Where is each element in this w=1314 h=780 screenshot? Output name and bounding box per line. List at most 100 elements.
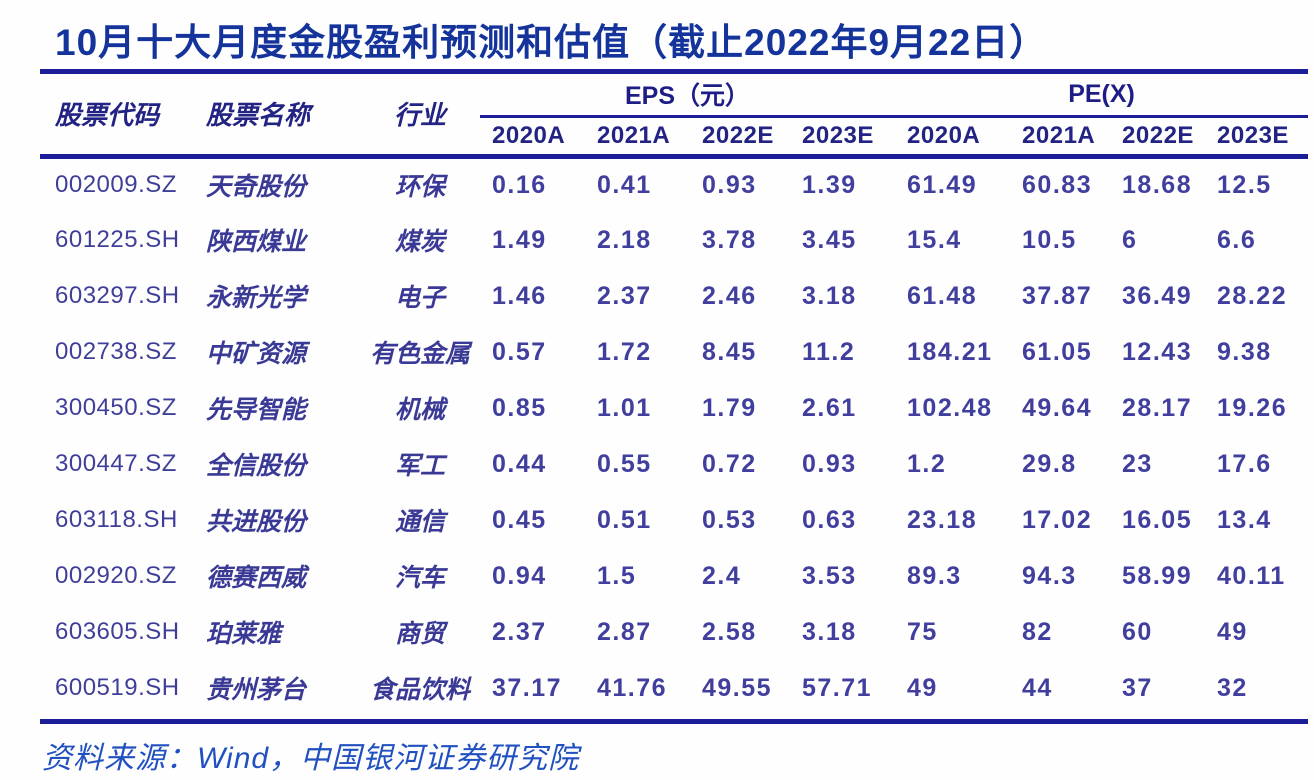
cell-eps-2021a: 0.51 (597, 505, 652, 534)
col-header-pe-2023e: 2023E (1205, 116, 1309, 159)
cell-industry: 军工 (394, 453, 445, 480)
cell-stock-code: 002920.SZ (55, 562, 177, 589)
cell-pe-2022e: 23 (1122, 449, 1153, 478)
cell-eps-2021a: 0.41 (597, 170, 652, 199)
cell-stock-code: 002009.SZ (55, 171, 177, 199)
cell-pe-2022e: 36.49 (1122, 281, 1193, 310)
cell-eps-2020a: 2.37 (492, 617, 547, 646)
table-row: 600519.SH 贵州茅台 食品饮料 37.17 41.76 49.55 57… (40, 660, 1308, 716)
cell-stock-code: 002738.SZ (55, 338, 177, 365)
cell-industry: 商贸 (394, 621, 445, 648)
cell-eps-2023e: 1.39 (802, 170, 857, 199)
cell-eps-2021a: 1.72 (597, 337, 652, 366)
cell-pe-2020a: 75 (907, 617, 938, 646)
cell-eps-2022e: 3.78 (702, 225, 757, 254)
table-row: 300450.SZ 先导智能 机械 0.85 1.01 1.79 2.61 10… (40, 380, 1308, 436)
cell-eps-2020a: 0.45 (492, 505, 547, 534)
cell-eps-2022e: 1.79 (702, 393, 757, 422)
cell-pe-2023e: 12.5 (1217, 170, 1272, 199)
cell-industry: 通信 (394, 509, 445, 536)
cell-stock-code: 300450.SZ (55, 394, 177, 421)
col-header-pe-2022e: 2022E (1110, 116, 1206, 159)
cell-industry: 汽车 (394, 565, 445, 592)
cell-eps-2022e: 8.45 (702, 337, 757, 366)
cell-eps-2021a: 1.5 (597, 561, 637, 590)
cell-eps-2020a: 1.49 (492, 225, 547, 254)
cell-stock-name: 陕西煤业 (206, 229, 307, 256)
cell-eps-2020a: 0.16 (492, 170, 547, 199)
cell-pe-2023e: 40.11 (1217, 561, 1286, 590)
col-header-stock-name: 股票名称 (196, 74, 360, 159)
cell-pe-2021a: 82 (1022, 617, 1053, 646)
table-row: 002738.SZ 中矿资源 有色金属 0.57 1.72 8.45 11.2 … (40, 324, 1308, 380)
cell-pe-2023e: 17.6 (1217, 449, 1272, 478)
col-header-eps-2021a: 2021A (585, 116, 690, 159)
cell-stock-name: 珀莱雅 (206, 621, 282, 648)
cell-eps-2023e: 0.93 (802, 449, 857, 478)
cell-pe-2022e: 18.68 (1122, 170, 1193, 199)
cell-pe-2022e: 12.43 (1122, 337, 1193, 366)
cell-stock-code: 603605.SH (55, 618, 180, 645)
data-source-note: 资料来源：Wind，中国银河证券研究院 (42, 742, 580, 775)
cell-eps-2022e: 0.72 (702, 449, 757, 478)
col-header-eps-2023e: 2023E (790, 116, 896, 159)
cell-pe-2020a: 49 (907, 673, 938, 702)
cell-pe-2023e: 9.38 (1217, 337, 1272, 366)
table-row: 002009.SZ 天奇股份 环保 0.16 0.41 0.93 1.39 61… (40, 156, 1308, 212)
cell-pe-2021a: 17.02 (1022, 505, 1093, 534)
cell-stock-code: 601225.SH (55, 226, 180, 253)
cell-stock-name: 德赛西威 (206, 565, 307, 592)
cell-eps-2021a: 1.01 (597, 393, 652, 422)
cell-pe-2022e: 6 (1122, 225, 1138, 254)
cell-industry: 机械 (394, 397, 445, 424)
cell-industry: 食品饮料 (369, 677, 470, 704)
cell-pe-2022e: 58.99 (1122, 561, 1193, 590)
cell-industry: 环保 (394, 174, 445, 202)
cell-stock-name: 中矿资源 (206, 341, 307, 368)
cell-eps-2020a: 0.57 (492, 337, 547, 366)
table-row: 603297.SH 永新光学 电子 1.46 2.37 2.46 3.18 61… (40, 268, 1308, 324)
cell-stock-code: 603297.SH (55, 282, 180, 309)
title-divider-rule (40, 69, 1308, 74)
cell-stock-name: 永新光学 (206, 285, 307, 312)
cell-eps-2022e: 0.93 (702, 170, 757, 199)
cell-eps-2021a: 2.37 (597, 281, 652, 310)
cell-eps-2022e: 49.55 (702, 673, 773, 702)
cell-pe-2021a: 10.5 (1022, 225, 1077, 254)
cell-pe-2020a: 23.18 (907, 505, 978, 534)
cell-pe-2021a: 44 (1022, 673, 1053, 702)
table-row: 603118.SH 共进股份 通信 0.45 0.51 0.53 0.63 23… (40, 492, 1308, 548)
cell-industry: 煤炭 (394, 229, 445, 256)
cell-pe-2020a: 184.21 (907, 337, 993, 366)
cell-eps-2021a: 0.55 (597, 449, 652, 478)
cell-eps-2022e: 2.58 (702, 617, 757, 646)
cell-eps-2022e: 0.53 (702, 505, 757, 534)
table-row: 002920.SZ 德赛西威 汽车 0.94 1.5 2.4 3.53 89.3… (40, 548, 1308, 604)
col-header-stock-code: 股票代码 (40, 74, 196, 159)
group-header-pe: PE(X) (895, 74, 1309, 118)
table-row: 603605.SH 珀莱雅 商贸 2.37 2.87 2.58 3.18 75 … (40, 604, 1308, 660)
col-header-pe-2020a: 2020A (895, 116, 1011, 159)
cell-pe-2023e: 32 (1217, 673, 1248, 702)
cell-pe-2020a: 61.49 (907, 170, 978, 199)
col-header-eps-2022e: 2022E (690, 116, 790, 159)
cell-pe-2020a: 89.3 (907, 561, 962, 590)
cell-eps-2020a: 0.94 (492, 561, 547, 590)
cell-pe-2022e: 28.17 (1122, 393, 1193, 422)
cell-pe-2021a: 37.87 (1022, 281, 1093, 310)
cell-stock-name: 共进股份 (206, 509, 307, 536)
cell-industry: 电子 (394, 285, 445, 312)
cell-pe-2023e: 49 (1217, 617, 1248, 646)
col-header-eps-2020a: 2020A (480, 116, 585, 159)
table-body: 002009.SZ 天奇股份 环保 0.16 0.41 0.93 1.39 61… (40, 156, 1308, 716)
cell-eps-2022e: 2.4 (702, 561, 742, 590)
cell-stock-code: 600519.SH (55, 674, 180, 701)
cell-eps-2023e: 3.18 (802, 617, 857, 646)
cell-pe-2021a: 29.8 (1022, 449, 1077, 478)
cell-industry: 有色金属 (369, 341, 470, 368)
cell-stock-code: 603118.SH (55, 506, 178, 533)
cell-pe-2023e: 19.26 (1217, 393, 1288, 422)
cell-pe-2020a: 15.4 (907, 225, 962, 254)
cell-pe-2021a: 94.3 (1022, 561, 1077, 590)
